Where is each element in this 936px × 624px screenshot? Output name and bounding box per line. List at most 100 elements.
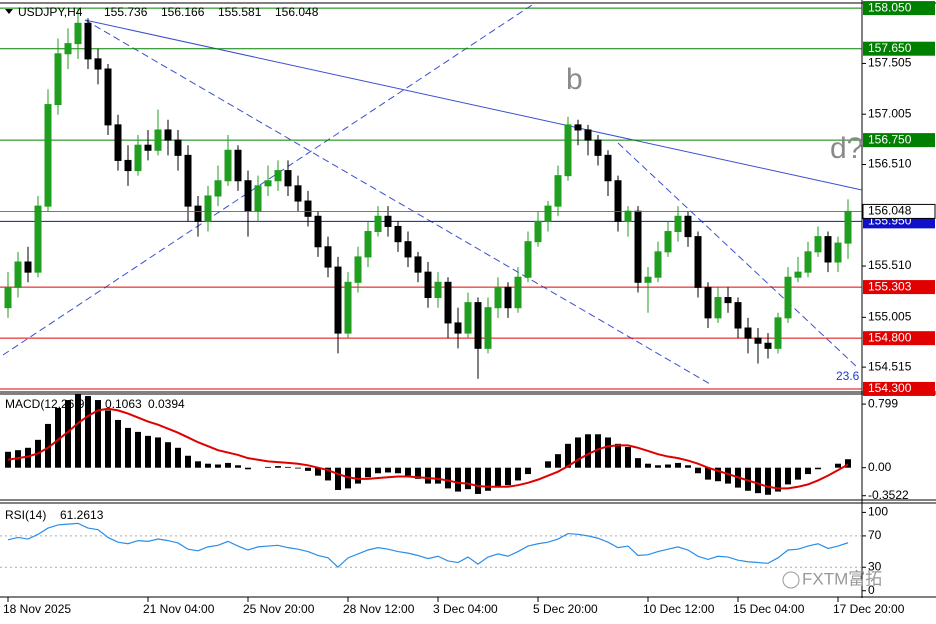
macd-bar (385, 467, 391, 473)
macd-bar (615, 443, 621, 468)
macd-bar (475, 467, 481, 494)
macd-bar (645, 463, 651, 468)
candle-body (404, 241, 412, 258)
macd-bar (665, 464, 671, 468)
y-tick-label: 157.005 (868, 106, 912, 120)
macd-bar (625, 447, 631, 468)
macd-bar (605, 437, 611, 468)
candle-body (244, 180, 252, 212)
x-tick-label: 28 Nov 12:00 (343, 602, 415, 616)
candle-body (544, 205, 552, 222)
candle-body (564, 124, 572, 177)
macd-bar (455, 467, 461, 492)
candle-body (94, 58, 102, 70)
level-box (863, 41, 935, 56)
candle-body (274, 170, 282, 182)
candle-body (554, 175, 562, 207)
macd-bar (715, 467, 721, 482)
candle-body (254, 185, 262, 212)
level-label: 157.650 (868, 41, 912, 55)
candle-body (264, 180, 272, 187)
macd-bar (315, 467, 321, 476)
macd-bar (85, 396, 91, 468)
bid-box (862, 203, 936, 219)
macd-bar (145, 435, 151, 468)
y-tick-label: 154.515 (868, 359, 912, 373)
macd-bar (295, 467, 301, 469)
candle-body (4, 286, 12, 309)
macd-bar (565, 443, 571, 468)
candle-body (574, 124, 582, 131)
candle-body (504, 286, 512, 309)
candle-body (804, 251, 812, 273)
macd-bar (805, 467, 811, 475)
rsi-line (7, 522, 849, 569)
macd-bar (835, 463, 841, 468)
macd-bar (25, 447, 31, 468)
macd-bar (365, 467, 371, 478)
y-tick-label: 156.510 (868, 157, 912, 171)
macd-title: MACD(12,26,9) (5, 397, 88, 411)
candle-body (534, 220, 542, 243)
level-label: 156.750 (868, 132, 912, 146)
x-tick-label: 25 Nov 20:00 (243, 602, 315, 616)
macd-bar (635, 458, 641, 468)
candle-body (634, 210, 642, 283)
candle-body (54, 53, 62, 106)
macd-bar (215, 464, 221, 468)
macd-bar (785, 467, 791, 485)
candle-body (844, 210, 852, 244)
macd-bar (105, 410, 111, 468)
macd-bar (445, 467, 451, 489)
candle-body (514, 276, 522, 309)
level-label: 154.800 (868, 330, 912, 344)
candle-body (124, 159, 132, 172)
macd-bar (795, 467, 801, 480)
candle-body (484, 307, 492, 349)
y-tick-label: -0.3522 (868, 488, 909, 502)
candle-body (104, 68, 112, 126)
candle-body (324, 246, 332, 268)
candle-body (774, 317, 782, 349)
macd-bar (505, 467, 511, 486)
wave-label: b (566, 63, 583, 96)
candle-body (284, 170, 292, 187)
level-box (863, 381, 935, 396)
symbol-label: USDJPY,H4 (18, 5, 83, 19)
x-tick-label: 18 Nov 2025 (3, 602, 71, 616)
macd-bar (155, 437, 161, 468)
x-tick-label: 10 Dec 12:00 (643, 602, 715, 616)
x-tick-label: 3 Dec 04:00 (433, 602, 498, 616)
candle-body (604, 154, 612, 182)
candle-body (584, 129, 592, 141)
macd-bar (165, 442, 171, 468)
macd-bar (45, 423, 51, 468)
y-tick-label: 0 (868, 583, 875, 597)
macd-bar (355, 467, 361, 484)
candle-body (164, 129, 172, 141)
macd-bar (235, 465, 241, 468)
macd-bar (775, 467, 781, 492)
macd-bar (585, 434, 591, 468)
candle-body (154, 129, 162, 151)
candle-body (834, 242, 842, 263)
menu-arrow[interactable] (5, 9, 13, 14)
candle-body (674, 215, 682, 233)
candle-body (354, 256, 362, 283)
candle-body (204, 195, 212, 222)
macd-bar (575, 437, 581, 468)
macd-bar (515, 467, 521, 481)
macd-bar (195, 461, 201, 468)
macd-bar (685, 465, 691, 468)
candle-body (394, 225, 402, 243)
candle-body (134, 144, 142, 172)
level-label: 154.300 (868, 381, 912, 395)
candle-body (704, 286, 712, 319)
header-close: 156.048 (275, 5, 319, 19)
y-tick-label: 157.505 (868, 56, 912, 70)
candle-body (34, 205, 42, 273)
candle-body (214, 180, 222, 197)
candle-body (624, 210, 632, 222)
candle-body (64, 43, 72, 55)
candle-body (714, 297, 722, 319)
